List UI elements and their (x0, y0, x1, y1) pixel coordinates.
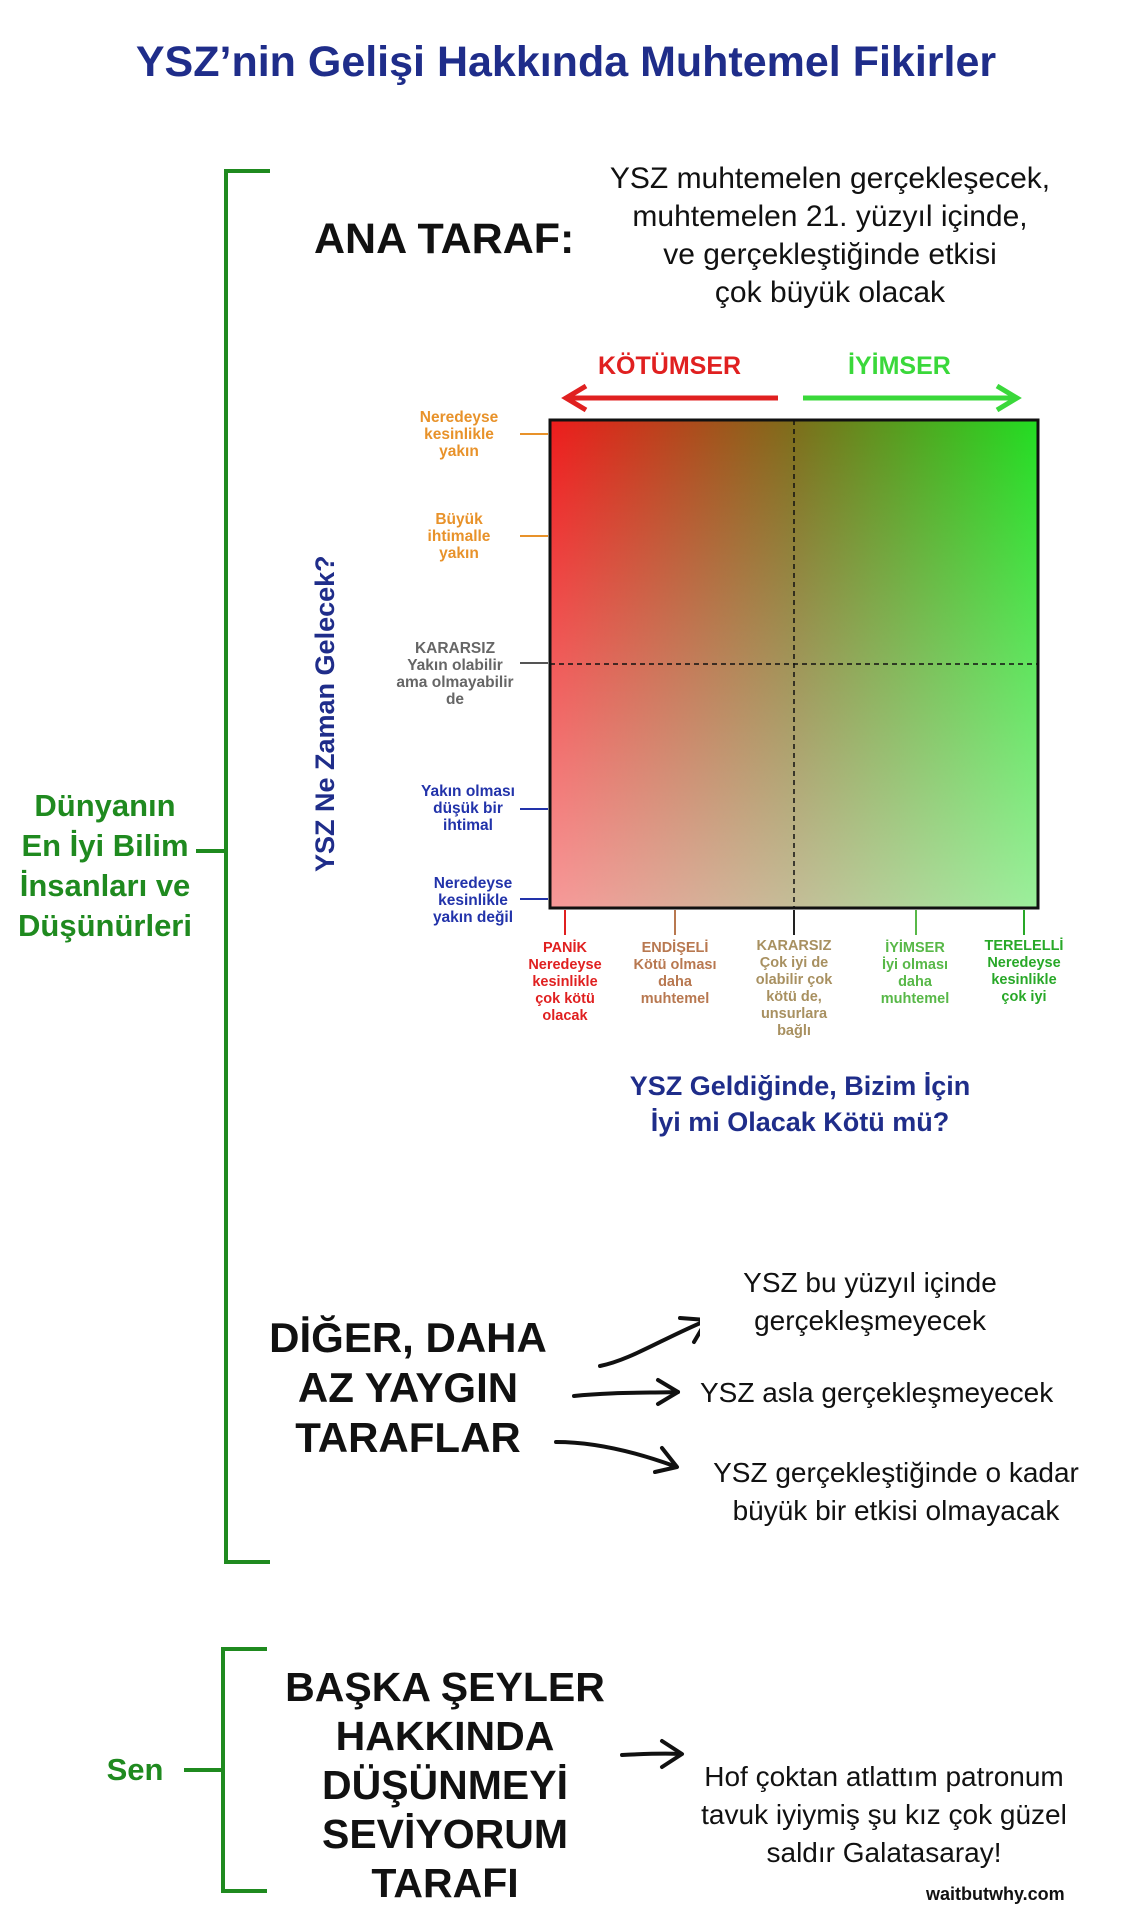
pessimist-arrow (561, 383, 778, 413)
page-title: YSZ’nin Gelişi Hakkında Muhtemel Fikirle… (135, 38, 997, 86)
x-level-label: İYİMSER İyi olması daha muhtemel (880, 940, 950, 1007)
y-level-label: Büyük ihtimalle yakın (427, 511, 491, 562)
matrix-grid (548, 418, 1040, 910)
x-tick (674, 910, 676, 935)
you-arrow (620, 1739, 684, 1769)
x-tick (793, 910, 795, 935)
other-camp-item: YSZ bu yüzyıl içinde gerçekleşmeyecek (743, 1267, 997, 1336)
other-camp-item: YSZ gerçekleştiğinde o kadar büyük bir e… (713, 1457, 1079, 1526)
x-level-label: PANİK Neredeyse kesinlikle çok kötü olac… (528, 940, 602, 1024)
y-tick (520, 433, 548, 435)
other-camps-heading: DİĞER, DAHA AZ YAYGIN TARAFLAR (269, 1314, 547, 1461)
credit: waitbutwhy.com (926, 1884, 1065, 1904)
x-axis-title: YSZ Geldiğinde, Bizim İçin İyi mi Olacak… (629, 1071, 971, 1137)
y-axis-title: YSZ Ne Zaman Gelecek? (310, 555, 340, 872)
direction-arrows (561, 383, 1022, 413)
x-level-label: KARARSIZ Çok iyi de olabilir çok kötü de… (755, 938, 833, 1039)
you-label: Sen (106, 1752, 164, 1787)
x-level-label: ENDİŞELİ Kötü olması daha muhtemel (633, 940, 717, 1007)
y-tick (520, 898, 548, 900)
x-tick (1023, 910, 1025, 935)
main-camp-description: YSZ muhtemelen gerçekleşecek, muhtemelen… (609, 162, 1051, 309)
scientists-label: Dünyanın En İyi Bilim İnsanları ve Düşün… (18, 788, 192, 943)
you-thought: Hof çoktan atlattım patronum tavuk iyiym… (701, 1761, 1067, 1868)
main-camp-heading: ANA TARAF: (314, 215, 575, 263)
y-tick (520, 535, 548, 537)
other-camps-arrows (554, 1316, 700, 1474)
x-tick (915, 910, 917, 935)
x-tick (564, 910, 566, 935)
y-level-label: Yakın olması düşük bir ihtimal (421, 783, 515, 834)
you-heading: BAŞKA ŞEYLER HAKKINDA DÜŞÜNMEYİ SEVİYORU… (285, 1664, 605, 1906)
y-level-label: KARARSIZ Yakın olabilir ama olmayabilir … (396, 640, 514, 708)
other-camp-item: YSZ asla gerçekleşmeyecek (700, 1377, 1054, 1408)
optimist-label: İYİMSER (848, 352, 951, 380)
optimist-arrow (803, 383, 1022, 413)
y-level-label: Neredeyse kesinlikle yakın (419, 409, 499, 460)
x-level-label: TERELELLİ Neredeyse kesinlikle çok iyi (984, 938, 1064, 1005)
pessimist-label: KÖTÜMSER (598, 352, 742, 380)
y-tick (520, 662, 548, 664)
y-tick (520, 808, 548, 810)
y-level-label: Neredeyse kesinlikle yakın değil (432, 875, 514, 926)
